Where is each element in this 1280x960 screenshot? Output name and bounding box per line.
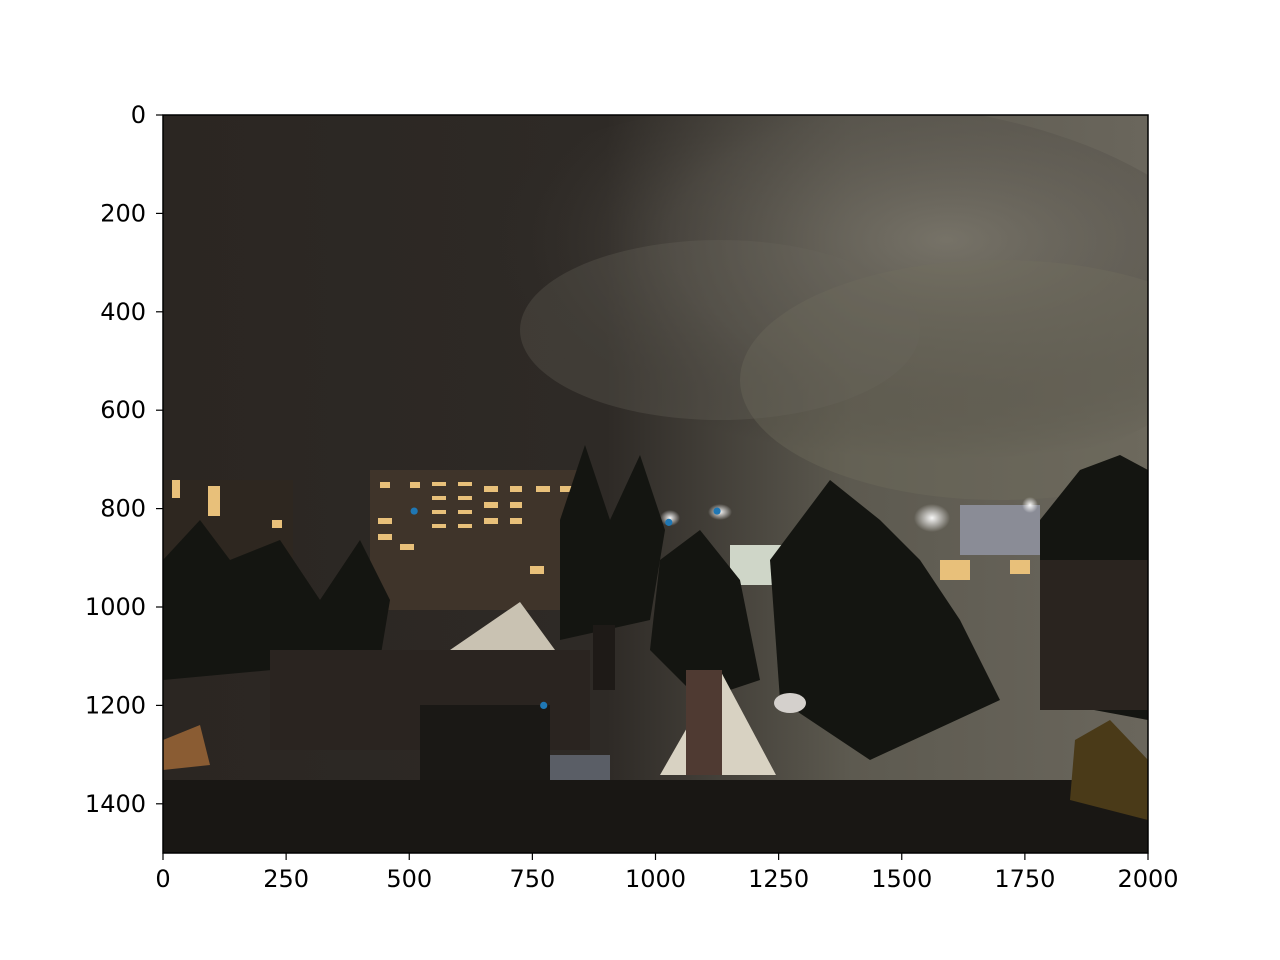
y-tick-label: 1400	[85, 790, 146, 818]
x-tick-label: 750	[509, 865, 555, 893]
x-tick-label: 0	[155, 865, 170, 893]
y-tick-label: 800	[100, 495, 146, 523]
x-tick-label: 250	[263, 865, 309, 893]
scatter-point	[713, 507, 721, 515]
scatter-points	[410, 507, 721, 710]
scatter-point	[410, 507, 418, 515]
x-tick-label: 2000	[1117, 865, 1178, 893]
scatter-point	[665, 518, 673, 526]
y-axis: 0 200 400 600 800 1000 1200 1400	[85, 101, 163, 818]
x-tick-label: 1250	[748, 865, 809, 893]
y-tick-label: 600	[100, 396, 146, 424]
x-tick-label: 1000	[625, 865, 686, 893]
scatter-point	[540, 701, 548, 710]
y-tick-label: 1000	[85, 593, 146, 621]
x-tick-label: 500	[386, 865, 432, 893]
background-photo	[163, 115, 1148, 853]
x-tick-label: 1500	[871, 865, 932, 893]
y-tick-label: 1200	[85, 691, 146, 719]
y-tick-label: 400	[100, 298, 146, 326]
y-tick-label: 200	[100, 199, 146, 227]
x-axis: 0 250 500 750 1000 1250 1500 1750 2000	[155, 853, 1179, 893]
y-tick-label: 0	[131, 101, 146, 129]
x-tick-label: 1750	[994, 865, 1055, 893]
